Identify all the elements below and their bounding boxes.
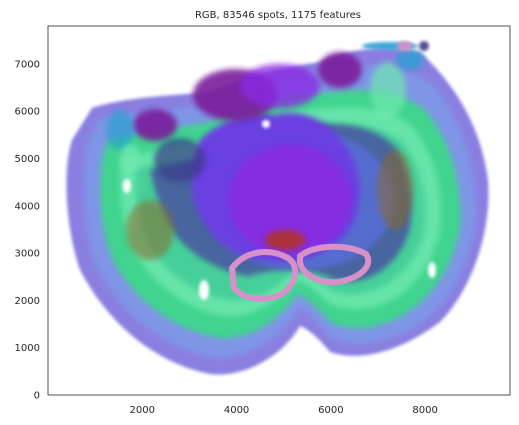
y-tick-label: 4000: [15, 201, 40, 212]
gap-right: [428, 262, 436, 278]
x-tick-label: 2000: [130, 405, 155, 416]
brown-patch-right: [377, 150, 413, 230]
top-pink-spot: [397, 41, 413, 51]
axes-frame: [47, 25, 511, 396]
y-tick-label: 6000: [15, 107, 40, 118]
cyan-patch-right: [396, 50, 424, 70]
plot-area: [66, 41, 489, 375]
mint-patch-left: [120, 144, 140, 176]
left-lobe: [133, 109, 177, 141]
top-lobe-right: [318, 52, 362, 88]
cyan-patch-left: [106, 110, 134, 150]
gap-top: [262, 120, 270, 128]
red-patch: [265, 230, 305, 250]
x-tick-label: 8000: [412, 405, 437, 416]
y-tick-label: 0: [34, 391, 40, 402]
y-tick-label: 2000: [15, 296, 40, 307]
x-tick-label: 4000: [224, 405, 249, 416]
top-navy-spot: [419, 41, 429, 51]
x-tick-label: 6000: [318, 405, 343, 416]
pink-loop-right: [297, 243, 372, 286]
gap-lower-left: [199, 280, 209, 300]
pink-loop-left: [228, 249, 299, 302]
mint-patch-right: [370, 62, 406, 118]
y-tick-label: 3000: [15, 249, 40, 260]
navy-left: [154, 138, 206, 182]
y-tick-label: 5000: [15, 154, 40, 165]
gap-left: [123, 179, 131, 193]
top-lobe-center: [240, 64, 320, 108]
y-tick-label: 7000: [15, 59, 40, 70]
y-axis: 0 1000 2000 3000 4000 5000 6000 7000: [15, 59, 40, 401]
core-purple-blob: [228, 145, 352, 255]
y-tick-label: 1000: [15, 343, 40, 354]
x-axis: 2000 4000 6000 8000: [130, 405, 438, 416]
chart-title: RGB, 83546 spots, 1175 features: [195, 10, 361, 21]
brown-patch-left: [126, 200, 174, 260]
